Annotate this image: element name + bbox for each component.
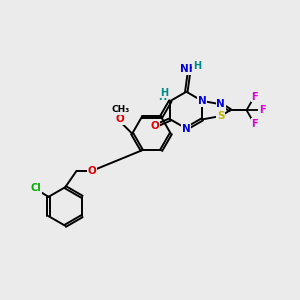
Text: O: O bbox=[116, 114, 125, 124]
Text: NH: NH bbox=[180, 64, 197, 74]
Text: Cl: Cl bbox=[30, 184, 41, 194]
Text: O: O bbox=[88, 166, 96, 176]
Text: N: N bbox=[216, 99, 225, 109]
Text: F: F bbox=[251, 92, 258, 101]
Text: CH₃: CH₃ bbox=[111, 105, 129, 114]
Text: S: S bbox=[217, 111, 224, 121]
Text: N: N bbox=[198, 96, 207, 106]
Text: H: H bbox=[160, 88, 168, 98]
Text: O: O bbox=[150, 121, 159, 131]
Text: H: H bbox=[158, 92, 166, 101]
Text: N: N bbox=[182, 124, 191, 134]
Text: H: H bbox=[193, 61, 201, 71]
Text: F: F bbox=[251, 119, 258, 129]
Text: F: F bbox=[259, 105, 266, 115]
